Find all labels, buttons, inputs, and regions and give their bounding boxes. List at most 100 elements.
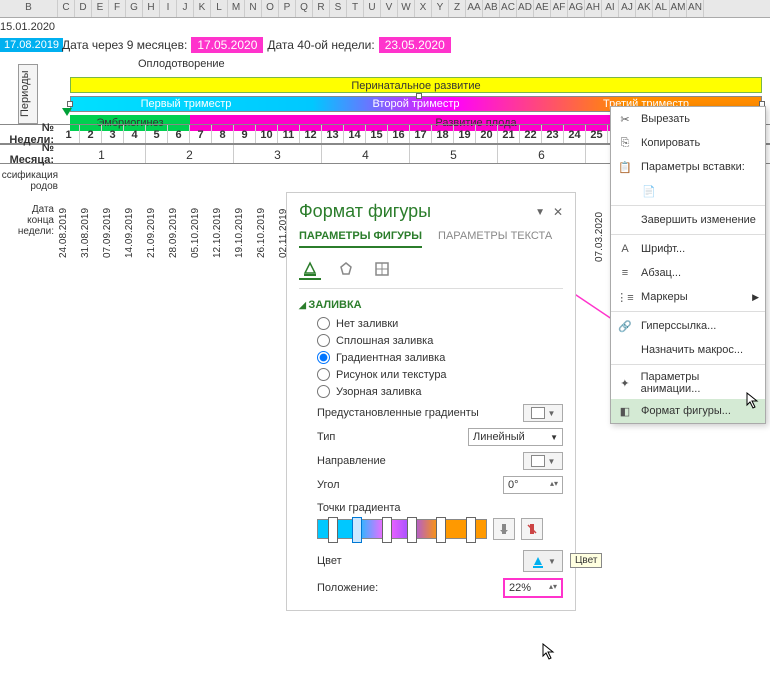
gradient-stop[interactable]	[382, 517, 392, 543]
col[interactable]: AK	[636, 0, 653, 17]
ctx-bullets[interactable]: ⋮≡Маркеры▶	[611, 285, 765, 309]
week-cell[interactable]: 18	[432, 125, 454, 143]
size-icon[interactable]	[371, 258, 393, 280]
week-cell[interactable]: 8	[212, 125, 234, 143]
ctx-hyperlink[interactable]: 🔗Гиперссылка...	[611, 314, 765, 338]
ctx-copy[interactable]: ⎘Копировать	[611, 131, 765, 155]
col[interactable]: AE	[534, 0, 551, 17]
week-cell[interactable]: 22	[520, 125, 542, 143]
col[interactable]: X	[415, 0, 432, 17]
col[interactable]: M	[228, 0, 245, 17]
cell-date2[interactable]: 17.08.2019	[0, 39, 58, 51]
col[interactable]: I	[160, 0, 177, 17]
cell-date1[interactable]: 15.01.2020	[0, 21, 58, 33]
col[interactable]: H	[143, 0, 160, 17]
col[interactable]: AF	[551, 0, 568, 17]
ctx-cut[interactable]: ✂Вырезать	[611, 107, 765, 131]
radio-solid-fill[interactable]: Сплошная заливка	[317, 334, 563, 347]
week-cell[interactable]: 11	[278, 125, 300, 143]
col[interactable]: T	[347, 0, 364, 17]
col[interactable]: AJ	[619, 0, 636, 17]
ctx-macro[interactable]: Назначить макрос...	[611, 338, 765, 362]
month-cell[interactable]: 6	[498, 145, 586, 163]
week-cell[interactable]: 23	[542, 125, 564, 143]
col[interactable]: AH	[585, 0, 602, 17]
week-cell[interactable]: 2	[80, 125, 102, 143]
ctx-format-shape[interactable]: ◧Формат фигуры...	[611, 399, 765, 423]
col[interactable]: U	[364, 0, 381, 17]
col[interactable]: D	[75, 0, 92, 17]
month-cell[interactable]: 5	[410, 145, 498, 163]
col[interactable]: W	[398, 0, 415, 17]
add-stop-button[interactable]	[493, 518, 515, 540]
ctx-paragraph[interactable]: ≡Абзац...	[611, 261, 765, 285]
col[interactable]: L	[211, 0, 228, 17]
col[interactable]: AI	[602, 0, 619, 17]
close-icon[interactable]: ✕	[553, 205, 563, 219]
bar-perinatal[interactable]: Перинатальное развитие	[70, 77, 762, 93]
week-cell[interactable]: 4	[124, 125, 146, 143]
col[interactable]: S	[330, 0, 347, 17]
week-cell[interactable]: 1	[58, 125, 80, 143]
ctx-paste-choice[interactable]: 📄	[611, 179, 765, 203]
radio-picture-fill[interactable]: Рисунок или текстура	[317, 368, 563, 381]
preset-dropdown[interactable]: ▼	[523, 404, 563, 422]
col[interactable]: O	[262, 0, 279, 17]
month-cell[interactable]: 3	[234, 145, 322, 163]
week-cell[interactable]: 13	[322, 125, 344, 143]
fill-line-icon[interactable]	[299, 258, 321, 280]
effects-icon[interactable]	[335, 258, 357, 280]
angle-spinner[interactable]: 0°▴▾	[503, 476, 563, 494]
gradient-stop[interactable]	[466, 517, 476, 543]
week-cell[interactable]: 25	[586, 125, 608, 143]
color-picker-button[interactable]: ▼ Цвет	[523, 550, 563, 572]
col[interactable]: AB	[483, 0, 500, 17]
week-cell[interactable]: 12	[300, 125, 322, 143]
week-cell[interactable]: 24	[564, 125, 586, 143]
pane-dropdown-icon[interactable]: ▼	[535, 207, 545, 218]
col[interactable]: AG	[568, 0, 585, 17]
month-cell[interactable]: 2	[146, 145, 234, 163]
ctx-font[interactable]: AШрифт...	[611, 237, 765, 261]
radio-no-fill[interactable]: Нет заливки	[317, 317, 563, 330]
week-cell[interactable]: 17	[410, 125, 432, 143]
col[interactable]: AA	[466, 0, 483, 17]
col[interactable]: G	[126, 0, 143, 17]
col[interactable]: N	[245, 0, 262, 17]
col[interactable]: Z	[449, 0, 466, 17]
col[interactable]: AL	[653, 0, 670, 17]
col[interactable]: AM	[670, 0, 687, 17]
radio-gradient-fill[interactable]: Градиентная заливка	[317, 351, 563, 364]
week-cell[interactable]: 6	[168, 125, 190, 143]
gradient-stop[interactable]	[407, 517, 417, 543]
gradient-stop[interactable]	[436, 517, 446, 543]
week-cell[interactable]: 9	[234, 125, 256, 143]
col[interactable]: AD	[517, 0, 534, 17]
col[interactable]: J	[177, 0, 194, 17]
section-fill[interactable]: ЗАЛИВКА	[299, 299, 563, 311]
week-cell[interactable]: 5	[146, 125, 168, 143]
gradient-stop[interactable]	[328, 517, 338, 543]
col[interactable]: Q	[296, 0, 313, 17]
gradient-bar[interactable]	[317, 519, 487, 539]
week-cell[interactable]: 21	[498, 125, 520, 143]
type-dropdown[interactable]: Линейный▼	[468, 428, 563, 446]
col[interactable]: E	[92, 0, 109, 17]
remove-stop-button[interactable]	[521, 518, 543, 540]
week-cell[interactable]: 15	[366, 125, 388, 143]
week-cell[interactable]: 19	[454, 125, 476, 143]
week-cell[interactable]: 20	[476, 125, 498, 143]
week-cell[interactable]: 7	[190, 125, 212, 143]
week-cell[interactable]: 16	[388, 125, 410, 143]
month-cell[interactable]: 4	[322, 145, 410, 163]
ctx-animation[interactable]: ✦Параметры анимации...	[611, 367, 765, 399]
ctx-finish-edit[interactable]: Завершить изменение	[611, 208, 765, 232]
gradient-stop-selected[interactable]	[352, 517, 362, 543]
col-b[interactable]: B	[0, 0, 58, 17]
month-cell[interactable]: 1	[58, 145, 146, 163]
radio-pattern-fill[interactable]: Узорная заливка	[317, 385, 563, 398]
position-input[interactable]: 22%▴▾	[503, 578, 563, 598]
week-cell[interactable]: 3	[102, 125, 124, 143]
col[interactable]: K	[194, 0, 211, 17]
week-cell[interactable]: 14	[344, 125, 366, 143]
